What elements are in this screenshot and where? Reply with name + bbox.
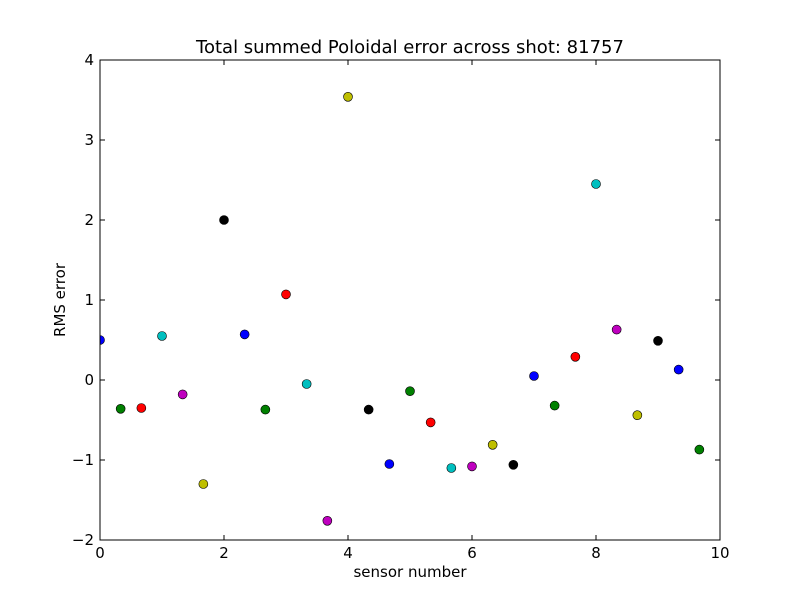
data-point-17 <box>446 463 457 473</box>
data-point-11 <box>322 515 333 526</box>
data-point-12 <box>343 92 353 102</box>
axis-ticks <box>99 59 721 541</box>
axis-tick-labels: 0 2 4 6 8 10 −2 −1 0 1 2 3 4 <box>72 51 730 562</box>
x-tick-label-5: 10 <box>710 544 729 562</box>
y-tick-label-6: 4 <box>84 51 94 69</box>
x-tick-label-2: 4 <box>343 544 353 562</box>
data-point-0 <box>100 335 105 345</box>
plot-area <box>100 60 720 540</box>
data-point-7 <box>239 329 250 340</box>
data-point-10 <box>301 379 312 389</box>
data-point-22 <box>549 400 560 411</box>
data-point-15 <box>405 386 415 397</box>
data-point-9 <box>281 289 291 300</box>
data-point-20 <box>508 459 519 470</box>
data-point-13 <box>363 404 374 415</box>
y-axis-label: RMS error <box>51 262 69 337</box>
data-point-1 <box>115 403 126 414</box>
data-point-18 <box>467 461 477 472</box>
chart-title: Total summed Poloidal error across shot:… <box>195 37 624 58</box>
y-tick-label-3: 1 <box>84 291 94 309</box>
data-points <box>100 92 705 526</box>
data-point-14 <box>384 459 395 469</box>
data-point-19 <box>487 439 498 450</box>
data-point-3 <box>157 331 167 341</box>
y-tick-label-5: 3 <box>84 131 94 149</box>
data-point-4 <box>177 389 188 400</box>
data-point-21 <box>529 371 539 381</box>
data-point-27 <box>653 335 663 346</box>
y-tick-label-1: −1 <box>72 451 94 469</box>
data-point-16 <box>425 417 436 428</box>
data-point-28 <box>673 364 684 375</box>
x-tick-label-3: 6 <box>467 544 477 562</box>
data-point-6 <box>219 215 229 225</box>
y-tick-label-2: 0 <box>84 371 94 389</box>
y-tick-label-0: −2 <box>72 531 94 549</box>
data-point-2 <box>136 403 147 413</box>
data-point-8 <box>260 404 271 415</box>
data-point-29 <box>694 444 705 455</box>
x-tick-label-1: 2 <box>219 544 229 562</box>
data-point-26 <box>632 410 643 421</box>
data-point-25 <box>611 324 622 335</box>
x-tick-label-0: 0 <box>95 544 105 562</box>
data-point-5 <box>198 479 209 489</box>
x-axis-label: sensor number <box>353 563 467 581</box>
x-tick-label-4: 8 <box>591 544 601 562</box>
data-point-24 <box>591 179 601 189</box>
data-point-23 <box>570 351 581 362</box>
y-tick-label-4: 2 <box>84 211 94 229</box>
